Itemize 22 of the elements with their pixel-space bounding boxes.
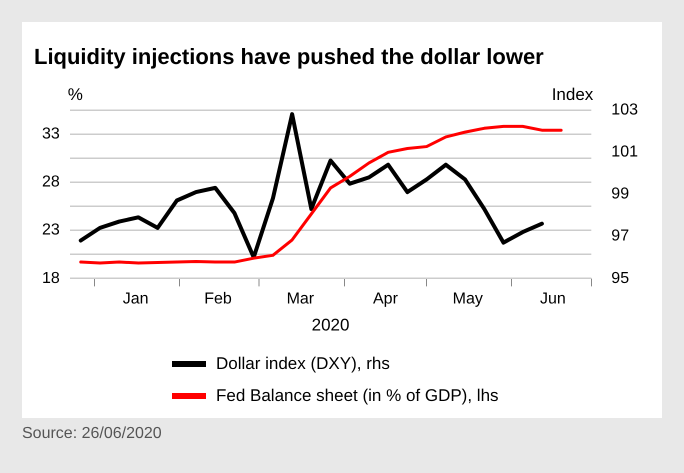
y2-tick-label: 103: [611, 101, 638, 118]
y2-tick-label: 101: [611, 144, 638, 161]
x-tick-label: Apr: [372, 290, 399, 308]
y-axis-title: %: [68, 85, 83, 104]
legend-label: Dollar index (DXY), rhs: [216, 354, 390, 374]
source-note: Source: 26/06/2020: [22, 425, 162, 443]
y2-axis-title: Index: [552, 85, 594, 104]
y-tick-label: 23: [42, 222, 60, 239]
y2-tick-label: 97: [611, 228, 630, 245]
x-tick-label: Jan: [122, 290, 149, 308]
y-tick-label: 28: [42, 174, 60, 191]
x-tick-label: Jun: [540, 290, 566, 308]
chart-title: Liquidity injections have pushed the dollar lower: [34, 44, 544, 70]
x-tick-label: Mar: [286, 290, 315, 308]
y-tick-label: 33: [42, 125, 60, 142]
x-tick-label: Feb: [204, 290, 232, 308]
y2-tick-label: 95: [611, 270, 630, 287]
y2-tick-label: 99: [611, 186, 630, 203]
x-tick-label: May: [452, 290, 483, 308]
y-tick-label: 18: [42, 270, 60, 287]
x-axis-title: 2020: [312, 315, 350, 334]
legend-label: Fed Balance sheet (in % of GDP), lhs: [216, 386, 499, 406]
